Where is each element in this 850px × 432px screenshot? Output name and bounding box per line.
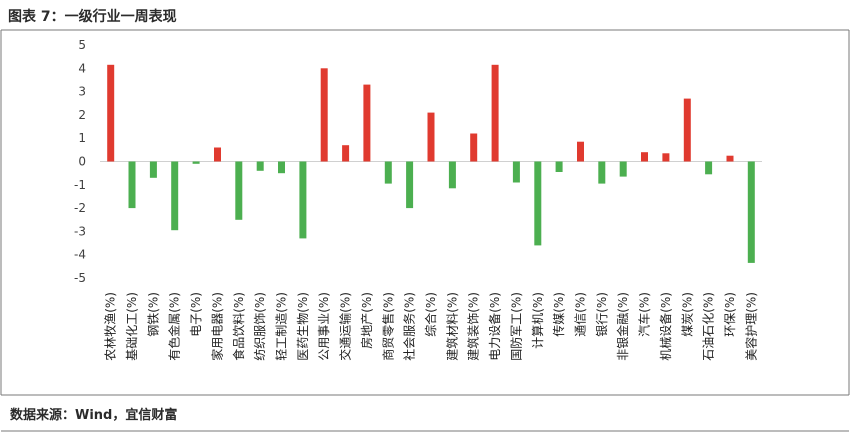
category-label-4: 电子(%) bbox=[189, 292, 203, 337]
y-tick-label-7: -2 bbox=[74, 201, 86, 215]
y-tick-label-1: 4 bbox=[78, 61, 86, 75]
category-label-9: 医药生物(%) bbox=[296, 292, 310, 361]
bar-13 bbox=[384, 161, 392, 184]
category-label-28: 石油石化(%) bbox=[702, 292, 716, 361]
bar-30 bbox=[747, 161, 755, 263]
category-label-17: 建筑装饰(%) bbox=[466, 292, 481, 361]
bar-25 bbox=[641, 152, 648, 162]
y-tick-label-5: 0 bbox=[78, 155, 86, 169]
bar-3 bbox=[171, 161, 179, 231]
y-tick-label-3: 2 bbox=[78, 108, 86, 122]
bar-22 bbox=[577, 141, 584, 162]
y-tick-label-4: 1 bbox=[78, 131, 86, 145]
bar-6 bbox=[235, 161, 243, 220]
bar-4 bbox=[192, 161, 200, 164]
bar-14 bbox=[406, 161, 414, 209]
category-label-20: 计算机(%) bbox=[530, 292, 545, 349]
category-label-19: 国防军工(%) bbox=[508, 292, 523, 361]
data-source: 数据来源：Wind，宜信财富 bbox=[10, 408, 178, 423]
category-label-1: 基础化工(%) bbox=[125, 292, 139, 361]
category-label-14: 社会服务(%) bbox=[402, 292, 417, 361]
bar-21 bbox=[555, 161, 563, 172]
bar-23 bbox=[598, 161, 606, 184]
category-label-15: 综合(%) bbox=[423, 292, 438, 337]
category-label-12: 房地产(%) bbox=[359, 292, 374, 349]
bar-8 bbox=[278, 161, 285, 174]
category-label-16: 建筑材料(%) bbox=[444, 292, 459, 361]
bar-27 bbox=[683, 98, 691, 162]
category-label-26: 机械设备(%) bbox=[658, 292, 673, 361]
y-tick-label-2: 3 bbox=[78, 85, 86, 99]
bar-2 bbox=[149, 161, 157, 178]
category-label-27: 煤炭(%) bbox=[680, 292, 694, 337]
y-tick-label-6: -1 bbox=[74, 178, 86, 192]
y-tick-label-8: -3 bbox=[74, 224, 86, 238]
bar-12 bbox=[363, 84, 371, 162]
category-label-5: 家用电器(%) bbox=[210, 292, 225, 361]
category-label-11: 交通运输(%) bbox=[338, 292, 353, 361]
category-label-18: 电力设备(%) bbox=[488, 292, 502, 361]
bar-7 bbox=[256, 161, 264, 171]
chart-title: 图表 7：一级行业一周表现 bbox=[8, 9, 177, 25]
bar-11 bbox=[342, 145, 350, 162]
category-label-25: 汽车(%) bbox=[637, 292, 652, 337]
bar-15 bbox=[427, 112, 435, 162]
bar-1 bbox=[128, 161, 136, 209]
category-label-10: 公用事业(%) bbox=[317, 292, 331, 361]
bar-10 bbox=[320, 68, 328, 162]
bar-20 bbox=[534, 161, 542, 246]
bar-24 bbox=[619, 161, 627, 177]
category-label-13: 商贸零售(%) bbox=[380, 292, 395, 361]
bar-9 bbox=[299, 161, 307, 239]
bar-19 bbox=[512, 161, 520, 183]
bar-26 bbox=[662, 153, 670, 162]
bar-29 bbox=[726, 155, 734, 162]
category-label-21: 传媒(%) bbox=[551, 292, 566, 337]
category-label-3: 有色金属(%) bbox=[167, 292, 182, 361]
category-label-22: 通信(%) bbox=[574, 292, 588, 337]
category-label-24: 非银金融(%) bbox=[615, 292, 630, 361]
category-label-8: 轻工制造(%) bbox=[275, 292, 289, 361]
y-tick-label-10: -5 bbox=[74, 271, 86, 285]
bar-16 bbox=[448, 161, 456, 189]
bar-5 bbox=[214, 147, 221, 162]
category-label-29: 环保(%) bbox=[723, 292, 737, 337]
bar-17 bbox=[470, 133, 478, 162]
category-label-23: 银行(%) bbox=[595, 292, 609, 337]
bar-18 bbox=[491, 64, 499, 162]
category-label-0: 农林牧渔(%) bbox=[104, 292, 118, 361]
y-tick-label-0: 5 bbox=[78, 38, 86, 52]
bar-0 bbox=[107, 64, 115, 162]
bar-28 bbox=[705, 161, 713, 175]
category-label-6: 食品饮料(%) bbox=[231, 292, 246, 361]
category-label-7: 纺织服饰(%) bbox=[253, 292, 267, 361]
y-tick-label-9: -4 bbox=[74, 248, 86, 262]
category-label-2: 钢铁(%) bbox=[146, 292, 160, 337]
category-label-30: 美容护理(%) bbox=[743, 292, 758, 361]
